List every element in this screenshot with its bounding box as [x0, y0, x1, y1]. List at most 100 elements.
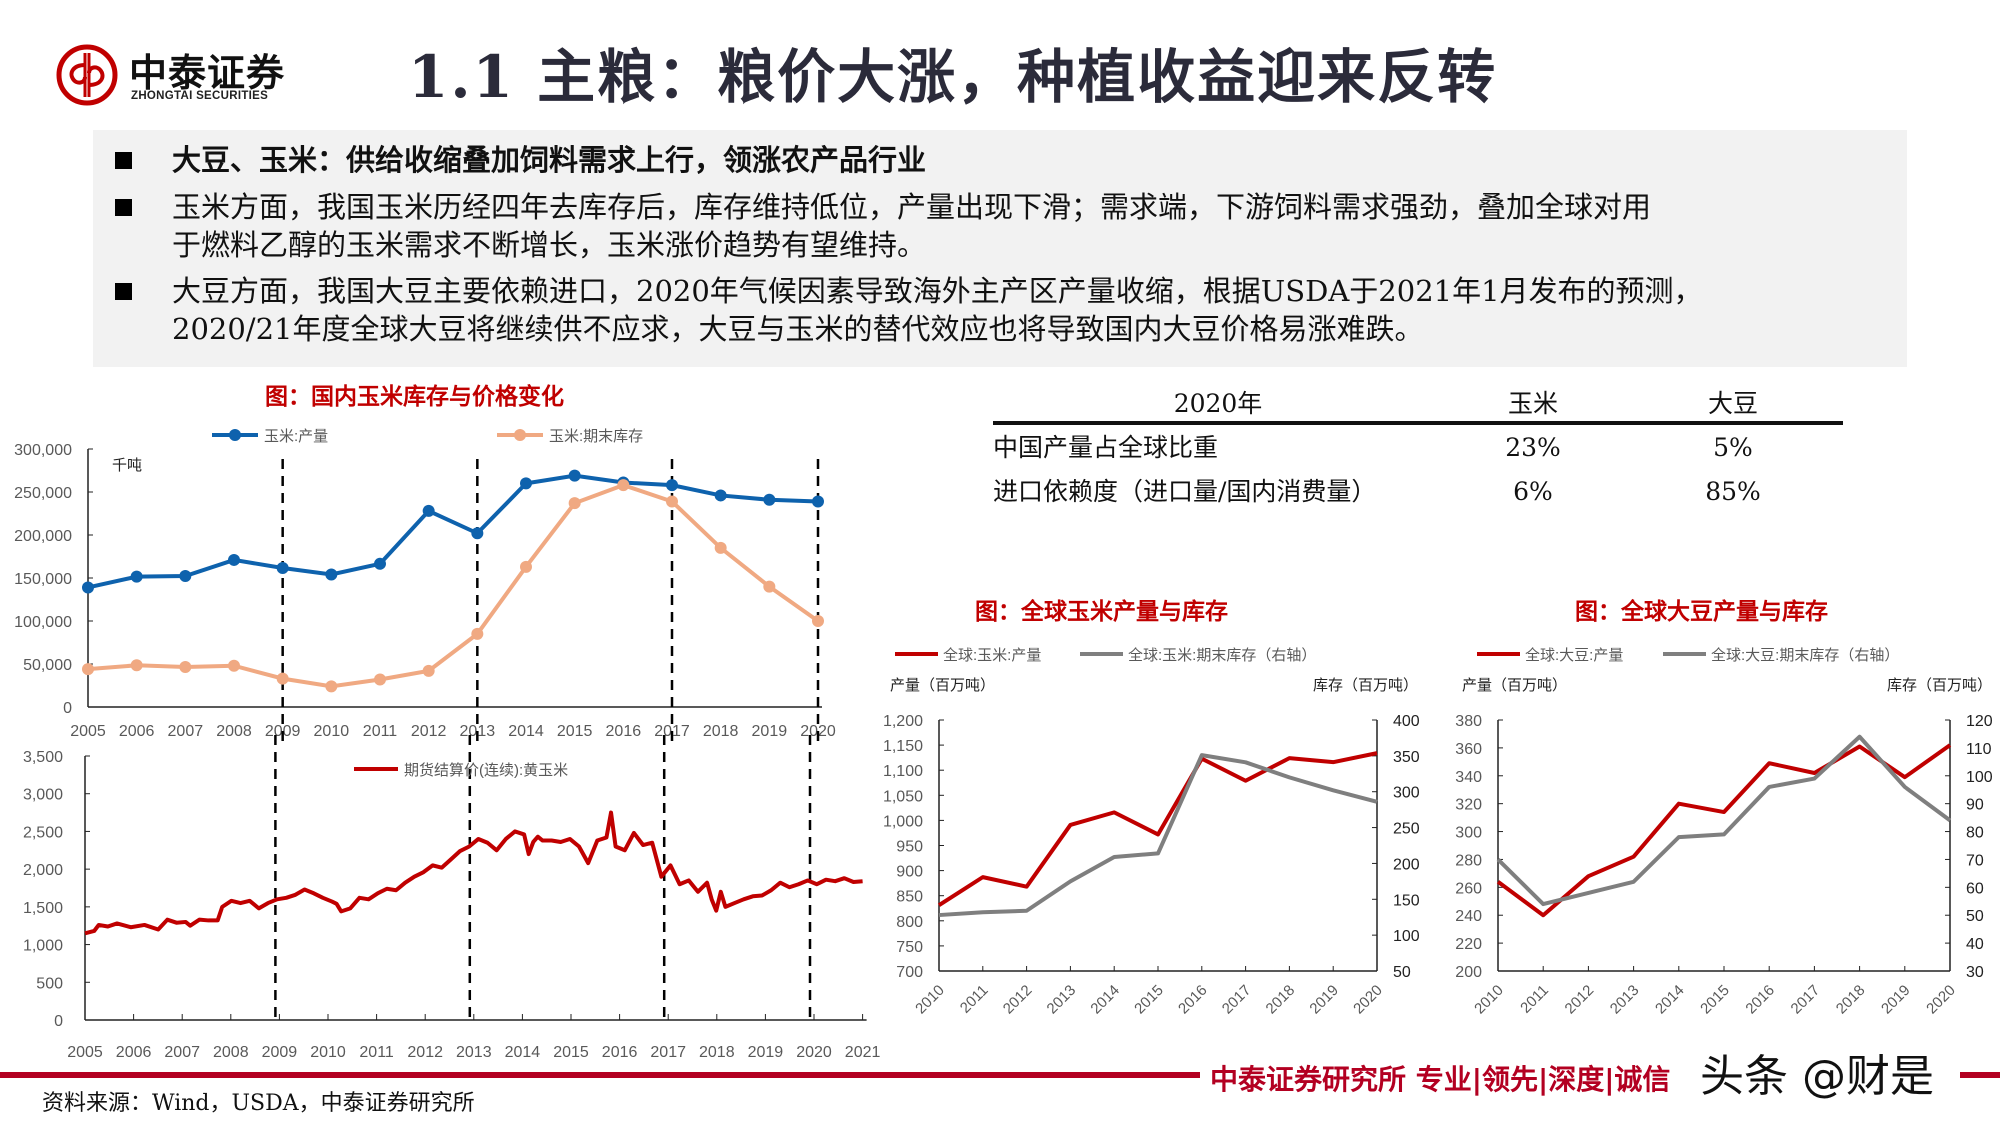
x-tick-label: 2009 — [262, 1044, 298, 1060]
y-tick-label: 1,500 — [23, 900, 63, 917]
x-tick-label: 2015 — [1697, 982, 1733, 1018]
x-tick-label: 2008 — [216, 723, 252, 740]
x-tick-label: 2012 — [1562, 982, 1598, 1018]
y-tick-label: 320 — [1455, 797, 1482, 814]
y-right-axis-title: 库存（百万吨） — [1313, 677, 1418, 694]
x-tick-label: 2013 — [456, 1044, 492, 1060]
x-tick-label: 2016 — [1175, 982, 1211, 1018]
y-axis-title: 产量（百万吨） — [890, 677, 995, 694]
page-title: 1.1 主粮：粮价大涨，种植收益迎来反转 — [408, 43, 1498, 111]
y-tick-label: 240 — [1455, 908, 1482, 925]
bullet-text: 于燃料乙醇的玉米需求不断增长，玉米涨价趋势有望维持。 — [172, 228, 927, 262]
data-point — [276, 562, 289, 575]
legend-marker-icon — [229, 429, 241, 441]
y-tick-label: 1,000 — [23, 938, 63, 955]
y-tick-label: 1,150 — [883, 738, 923, 755]
y-tick-label: 3,500 — [23, 749, 63, 766]
x-tick-label: 2007 — [168, 723, 204, 740]
x-tick-label: 2021 — [845, 1044, 880, 1060]
x-tick-label: 2012 — [407, 1044, 443, 1060]
y-right-tick-label: 60 — [1966, 880, 1984, 897]
logo-name-cn: 中泰证券 — [129, 51, 286, 95]
x-tick-label: 2017 — [1788, 982, 1824, 1018]
logo-name-en: ZHONGTAI SECURITIES — [131, 90, 269, 102]
x-tick-label: 2019 — [1878, 982, 1914, 1018]
watermark: 头条 @财是 — [1700, 1051, 1934, 1102]
data-point — [520, 560, 532, 573]
y-tick-label: 1,050 — [883, 788, 923, 805]
x-tick-label: 2018 — [1833, 982, 1869, 1018]
data-point — [812, 615, 824, 627]
y-right-tick-label: 400 — [1393, 713, 1420, 730]
x-tick-label: 2011 — [363, 723, 398, 740]
data-point — [666, 479, 678, 492]
x-tick-label: 2012 — [411, 723, 447, 740]
y-tick-label: 500 — [36, 975, 63, 992]
y-tick-label: 1,000 — [883, 813, 923, 830]
legend-label: 全球:玉米:产量 — [943, 646, 1041, 664]
x-tick-label: 2014 — [1652, 982, 1688, 1018]
x-tick-label: 2018 — [699, 1044, 735, 1060]
data-point — [325, 568, 338, 581]
y-tick-label: 800 — [896, 914, 923, 931]
x-tick-label: 2020 — [796, 1044, 832, 1060]
x-tick-label: 2011 — [359, 1044, 394, 1060]
table-cell-corn: 23% — [1505, 433, 1561, 462]
y-tick-label: 150,000 — [14, 571, 72, 588]
data-point — [228, 553, 240, 566]
table-cell-corn: 6% — [1513, 477, 1553, 506]
y-tick-label: 1,200 — [883, 713, 923, 730]
legend-label: 玉米:期末库存 — [549, 428, 643, 445]
square-bullet-icon — [115, 152, 132, 169]
data-point — [568, 469, 581, 482]
x-tick-label: 2010 — [1471, 982, 1507, 1018]
footer-divider-right — [1960, 1072, 2000, 1078]
y-tick-label: 100,000 — [14, 614, 72, 631]
data-point — [228, 659, 240, 672]
y-tick-label: 50,000 — [23, 657, 72, 674]
x-tick-label: 2010 — [912, 982, 948, 1018]
y-tick-label: 900 — [896, 864, 923, 881]
series-line — [1496, 734, 1952, 907]
company-logo: 中泰证券 ZHONGTAI SECURITIES — [55, 40, 305, 110]
legend-marker-icon — [514, 429, 526, 441]
x-tick-label: 2016 — [1742, 982, 1778, 1018]
x-tick-label: 2015 — [553, 1044, 589, 1060]
x-tick-label: 2011 — [1517, 982, 1552, 1017]
y-right-tick-label: 100 — [1966, 769, 1993, 786]
data-point — [130, 570, 143, 583]
x-tick-label: 2014 — [508, 723, 544, 740]
y-tick-label: 1,100 — [883, 763, 923, 780]
zhongtai-logo-icon — [56, 44, 118, 106]
series-line — [1496, 743, 1952, 918]
data-point — [276, 672, 289, 685]
bullet-text: 玉米方面，我国玉米历经四年去库存后，库存维持低位，产量出现下滑；需求端，下游饲料… — [172, 190, 1652, 224]
x-tick-label: 2006 — [119, 723, 155, 740]
summary-box: 大豆、玉米：供给收缩叠加饲料需求上行，领涨农产品行业 玉米方面，我国玉米历经四年… — [93, 130, 1907, 367]
legend-label: 全球:玉米:期末库存（右轴） — [1128, 646, 1316, 664]
data-point — [714, 541, 727, 554]
data-point — [325, 680, 338, 693]
y-right-tick-label: 90 — [1966, 797, 1984, 814]
chart-global-corn: 1,200 1,150 1,100 1,050 1,000 950 900 850 800 750… — [883, 646, 1420, 1018]
x-tick-label: 2012 — [1000, 982, 1036, 1018]
footer-divider — [0, 1072, 1200, 1078]
y-tick-label: 260 — [1455, 880, 1482, 897]
bullet-text: 大豆、玉米：供给收缩叠加饲料需求上行，领涨农产品行业 — [172, 143, 927, 177]
x-tick-label: 2010 — [314, 723, 350, 740]
data-point — [520, 477, 532, 490]
y-tick-label: 200 — [1455, 964, 1482, 981]
data-point — [568, 497, 581, 510]
y-right-tick-label: 120 — [1966, 713, 1993, 730]
data-point — [82, 581, 94, 594]
table-header-corn: 玉米 — [1507, 389, 1558, 418]
y-tick-label: 2,500 — [23, 824, 63, 841]
data-point — [763, 493, 776, 506]
x-tick-label: 2018 — [703, 723, 739, 740]
y-tick-label: 0 — [54, 1013, 63, 1030]
price-line — [84, 810, 863, 936]
y-right-tick-label: 110 — [1966, 741, 1992, 758]
x-tick-label: 2017 — [650, 1044, 686, 1060]
series-line — [937, 751, 1378, 907]
